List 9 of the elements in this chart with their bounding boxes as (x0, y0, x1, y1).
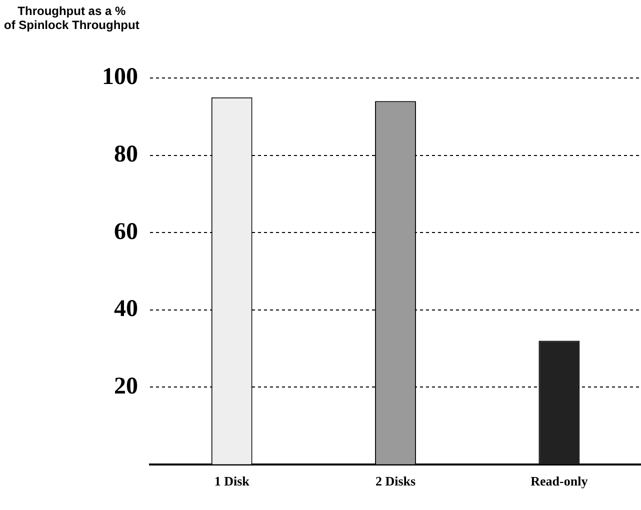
y-tick-label: 100 (102, 64, 138, 90)
y-axis-title: Throughput as a % of Spinlock Throughput (4, 4, 140, 32)
y-tick-label: 60 (114, 218, 138, 245)
x-tick-label: Read-only (530, 474, 588, 489)
y-tick-label: 80 (114, 141, 138, 168)
y-tick-label: 40 (114, 296, 138, 322)
x-tick-label: 2 Disks (375, 474, 416, 489)
y-tick-label: 20 (114, 373, 138, 400)
x-tick-label: 1 Disk (214, 474, 250, 489)
